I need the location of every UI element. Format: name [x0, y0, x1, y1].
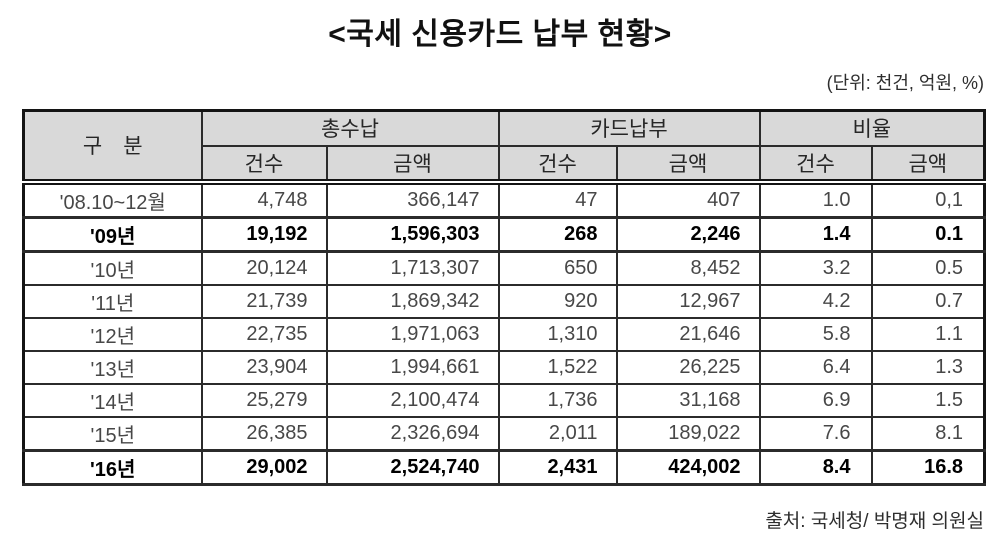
table-row: '14년 25,279 2,100,474 1,736 31,168 6.9 1.5	[22, 382, 986, 418]
cell-value: 6.9	[758, 382, 873, 418]
cell-value: 0,1	[870, 180, 986, 218]
cell-value: 29,002	[200, 448, 328, 486]
table-row: '08.10~12월 4,748 366,147 47 407 1.0 0,1	[22, 180, 986, 218]
cell-value: 1,310	[497, 316, 618, 352]
row-label: '11년	[22, 283, 203, 319]
cell-value: 424,002	[615, 448, 761, 486]
row-label: '13년	[22, 349, 203, 385]
header-sub-row: 건수 금액 건수 금액 건수 금액	[24, 144, 986, 185]
cell-value: 2,524,740	[325, 448, 500, 486]
cell-value: 1,713,307	[325, 250, 500, 286]
cell-value: 16.8	[870, 448, 986, 486]
header-card-amount: 금액	[615, 144, 761, 185]
page-title: <국세 신용카드 납부 현황>	[328, 18, 672, 51]
table-row: '10년 20,124 1,713,307 650 8,452 3.2 0.5	[22, 250, 986, 286]
cell-value: 8.1	[870, 415, 986, 451]
row-label: '15년	[22, 415, 203, 451]
cell-value: 1.0	[758, 180, 873, 218]
header-total-count: 건수	[200, 144, 328, 185]
cell-value: 366,147	[325, 180, 500, 218]
cell-value: 3.2	[758, 250, 873, 286]
header-ratio-count: 건수	[758, 144, 873, 185]
cell-value: 31,168	[615, 382, 761, 418]
cell-value: 650	[497, 250, 618, 286]
header-group-card-payment: 카드납부	[497, 109, 761, 147]
row-label: '08.10~12월	[22, 180, 203, 218]
table-row: '15년 26,385 2,326,694 2,011 189,022 7.6 8.1	[22, 415, 986, 451]
table-row: '16년 29,002 2,524,740 2,431 424,002 8.4 16.8	[22, 448, 986, 486]
cell-value: 0.1	[870, 215, 986, 253]
cell-value: 407	[615, 180, 761, 218]
cell-value: 1,869,342	[325, 283, 500, 319]
cell-value: 1,596,303	[325, 215, 500, 253]
row-label: '16년	[22, 448, 203, 486]
row-label: '10년	[22, 250, 203, 286]
table-row: '12년 22,735 1,971,063 1,310 21,646 5.8 1.1	[22, 316, 986, 352]
cell-value: 0.7	[870, 283, 986, 319]
cell-value: 1.1	[870, 316, 986, 352]
table-row: '09년 19,192 1,596,303 268 2,246 1.4 0.1	[22, 215, 986, 253]
cell-value: 2,326,694	[325, 415, 500, 451]
cell-value: 1.4	[758, 215, 873, 253]
cell-value: 1,971,063	[325, 316, 500, 352]
header-group-row: 구 분 총수납 카드납부 비율	[22, 109, 986, 185]
table-row: '11년 21,739 1,869,342 920 12,967 4.2 0.7	[22, 283, 986, 319]
cell-value: 1,736	[497, 382, 618, 418]
cell-value: 12,967	[615, 283, 761, 319]
cell-value: 21,646	[615, 316, 761, 352]
cell-value: 8,452	[615, 250, 761, 286]
cell-value: 1,522	[497, 349, 618, 385]
header-card-count: 건수	[497, 144, 618, 185]
cell-value: 20,124	[200, 250, 328, 286]
cell-value: 47	[497, 180, 618, 218]
cell-value: 6.4	[758, 349, 873, 385]
cell-value: 1.3	[870, 349, 986, 385]
cell-value: 19,192	[200, 215, 328, 253]
source-note: 출처: 국세청/ 박명재 의원실	[765, 510, 984, 532]
header-group-total-receipts: 총수납	[200, 109, 500, 147]
cell-value: 21,739	[200, 283, 328, 319]
cell-value: 4.2	[758, 283, 873, 319]
cell-value: 26,385	[200, 415, 328, 451]
cell-value: 2,011	[497, 415, 618, 451]
cell-value: 1,994,661	[325, 349, 500, 385]
cell-value: 7.6	[758, 415, 873, 451]
cell-value: 4,748	[200, 180, 328, 218]
cell-value: 1.5	[870, 382, 986, 418]
header-group-ratio: 비율	[758, 109, 986, 147]
row-label: '12년	[22, 316, 203, 352]
tax-card-payment-table: 구 분 총수납 카드납부 비율 건수 금액 건수 금액 건수 금액 '08.10…	[22, 109, 987, 486]
header-category: 구 분	[22, 109, 203, 185]
cell-value: 23,904	[200, 349, 328, 385]
cell-value: 0.5	[870, 250, 986, 286]
cell-value: 268	[497, 215, 618, 253]
unit-note: (단위: 천건, 억원, %)	[826, 73, 984, 93]
cell-value: 22,735	[200, 316, 328, 352]
header-total-amount: 금액	[325, 144, 500, 185]
cell-value: 5.8	[758, 316, 873, 352]
cell-value: 189,022	[615, 415, 761, 451]
header-ratio-amount: 금액	[870, 144, 986, 185]
cell-value: 2,431	[497, 448, 618, 486]
cell-value: 2,246	[615, 215, 761, 253]
cell-value: 26,225	[615, 349, 761, 385]
row-label: '09년	[22, 215, 203, 253]
cell-value: 2,100,474	[325, 382, 500, 418]
cell-value: 920	[497, 283, 618, 319]
row-label: '14년	[22, 382, 203, 418]
table-row: '13년 23,904 1,994,661 1,522 26,225 6.4 1.3	[22, 349, 986, 385]
cell-value: 25,279	[200, 382, 328, 418]
cell-value: 8.4	[758, 448, 873, 486]
